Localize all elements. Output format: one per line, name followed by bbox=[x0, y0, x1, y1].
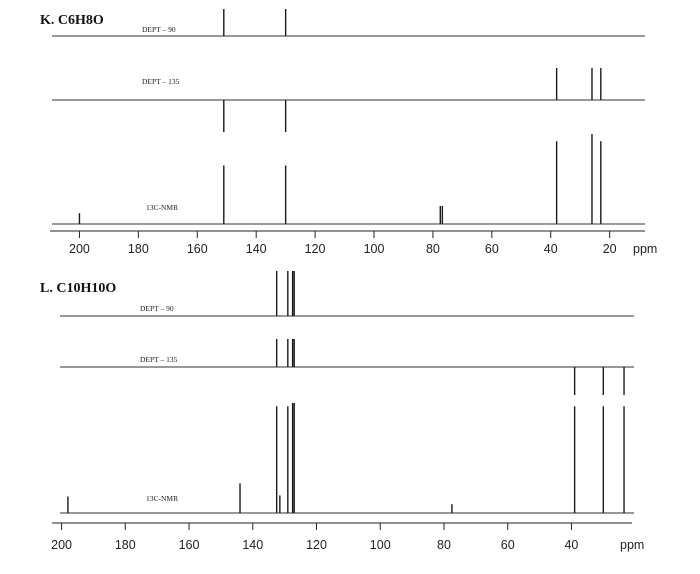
panel-l-trace-label: 13C-NMR bbox=[146, 494, 178, 503]
panel-k-tick-label: 200 bbox=[69, 242, 90, 256]
panel-k-tick-label: 40 bbox=[544, 242, 558, 256]
panel-k-tick-label: 160 bbox=[187, 242, 208, 256]
panel-k-title: K. C6H8O bbox=[40, 13, 104, 28]
panel-l-tick-label: 40 bbox=[564, 538, 578, 552]
panel-l-tick-label: 60 bbox=[501, 538, 515, 552]
panel-l-title: L. C10H10O bbox=[40, 281, 116, 296]
panel-k-trace-label: DEPT – 90 bbox=[142, 25, 176, 34]
panel-l-tick-label: 80 bbox=[437, 538, 451, 552]
panel-l-trace-label: DEPT – 90 bbox=[140, 304, 174, 313]
panel-l-x-unit-label: ppm bbox=[620, 538, 644, 552]
panel-l-tick-label: 100 bbox=[370, 538, 391, 552]
panel-l-tick-label: 160 bbox=[179, 538, 200, 552]
panel-k-tick-label: 140 bbox=[246, 242, 267, 256]
panel-k-tick-label: 120 bbox=[305, 242, 326, 256]
panel-k-tick-label: 180 bbox=[128, 242, 149, 256]
panel-l-tick-label: 120 bbox=[306, 538, 327, 552]
panel-k-trace-label: 13C-NMR bbox=[146, 203, 178, 212]
panel-l-tick-label: 140 bbox=[242, 538, 263, 552]
panel-l-trace-label: DEPT – 135 bbox=[140, 355, 178, 364]
panel-k-trace-label: DEPT – 135 bbox=[142, 77, 180, 86]
panel-k-tick-label: 60 bbox=[485, 242, 499, 256]
panel-k-tick-label: 20 bbox=[603, 242, 617, 256]
panel-l-tick-label: 200 bbox=[51, 538, 72, 552]
panel-l-tick-label: 180 bbox=[115, 538, 136, 552]
panel-k-tick-label: 100 bbox=[364, 242, 385, 256]
panel-k-tick-label: 80 bbox=[426, 242, 440, 256]
panel-k-x-unit-label: ppm bbox=[633, 242, 657, 256]
